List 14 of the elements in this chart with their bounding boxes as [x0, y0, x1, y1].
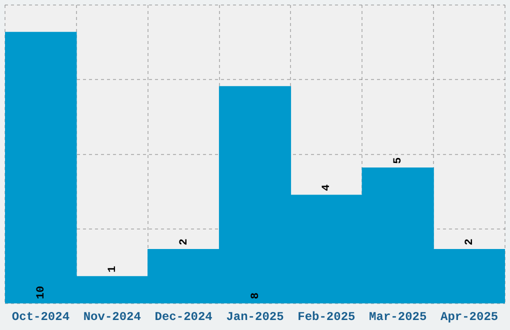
data-label: 10 — [35, 286, 48, 300]
x-tick-label: Apr-2025 — [440, 310, 498, 324]
x-tick-label: Jan-2025 — [226, 310, 284, 324]
x-tick-label: Mar-2025 — [369, 310, 427, 324]
x-tick-label: Oct-2024 — [12, 310, 70, 324]
data-label: 5 — [392, 156, 405, 164]
x-tick-label: Dec-2024 — [154, 310, 212, 324]
data-label: 1 — [106, 265, 119, 272]
data-label: 2 — [178, 238, 190, 246]
data-label: 4 — [321, 184, 334, 192]
data-label: 2 — [464, 238, 476, 246]
x-tick-label: Feb-2025 — [298, 310, 356, 324]
x-tick-label: Nov-2024 — [83, 310, 141, 324]
data-label: 8 — [250, 292, 262, 300]
